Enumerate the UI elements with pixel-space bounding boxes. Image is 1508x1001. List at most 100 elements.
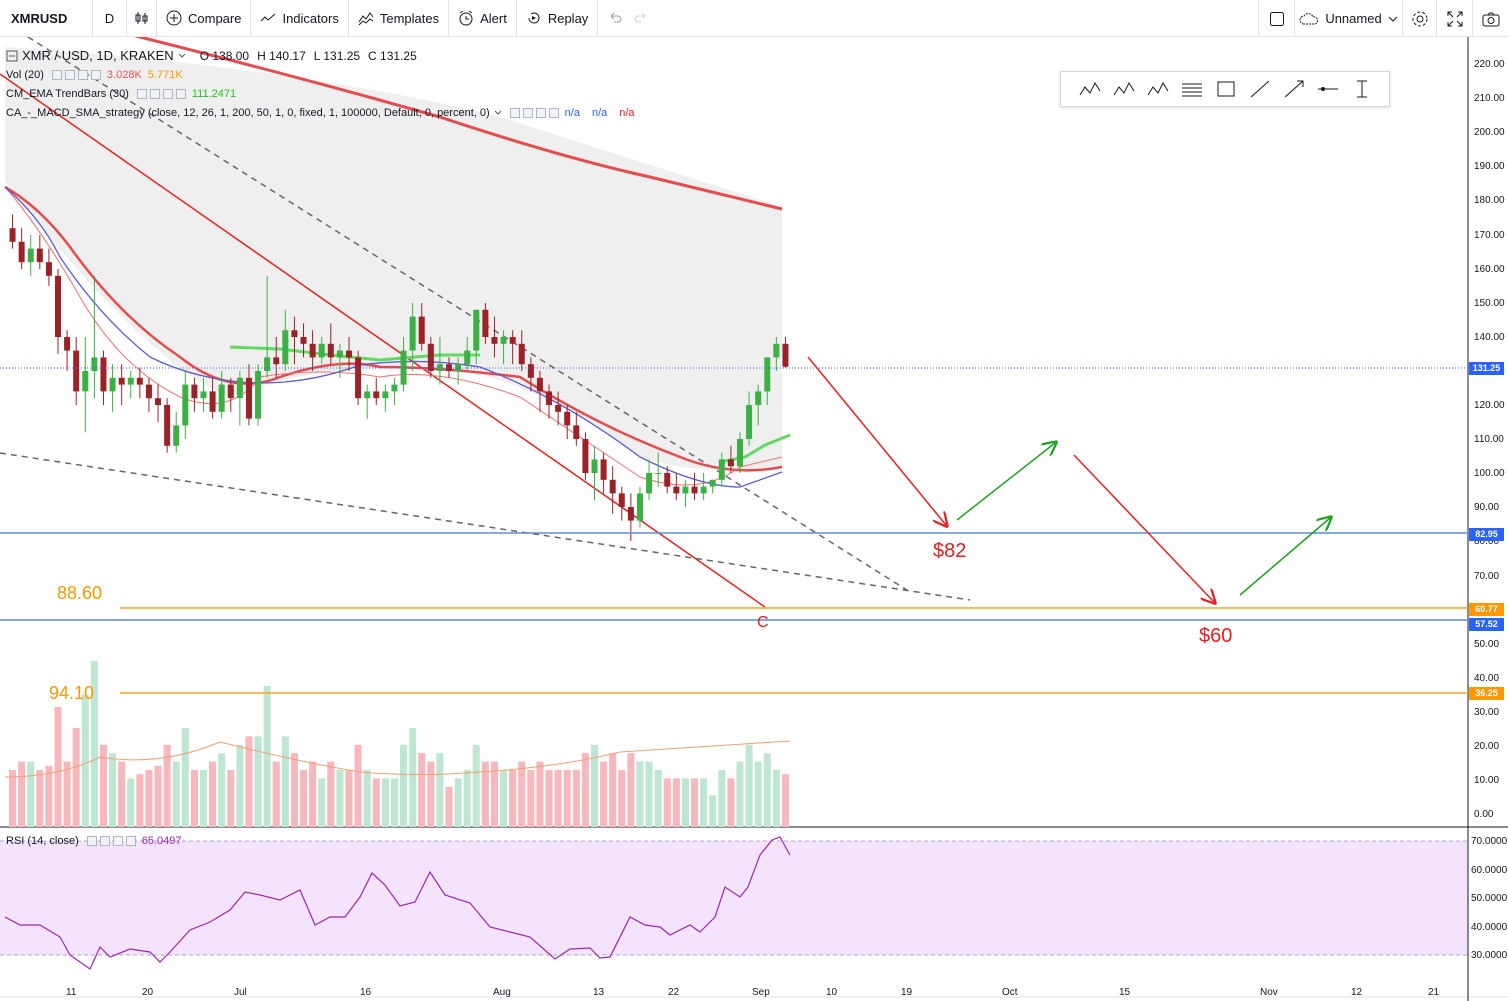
chevron-down-icon[interactable] [178, 52, 186, 60]
xabcd-pattern-tool[interactable] [1073, 72, 1107, 106]
eye-icon[interactable] [509, 108, 520, 118]
candle-body [436, 364, 443, 371]
vol-value-1: 3.028K [106, 69, 142, 81]
indicators-button[interactable]: Indicators [251, 0, 349, 37]
more-icon[interactable] [162, 89, 173, 99]
candle-body [273, 357, 280, 365]
candle-body [382, 391, 389, 399]
strategy-legend: CA_-_MACD_SMA_strategy (close, 12, 26, 1… [6, 107, 635, 119]
symbol-search[interactable]: XMRUSD [0, 0, 93, 37]
price-axis-tick: 210.00 [1474, 93, 1505, 105]
settings-icon[interactable] [64, 70, 75, 80]
rectangle-icon [1217, 81, 1235, 97]
collapse-icon[interactable] [6, 50, 18, 62]
replay-icon [528, 12, 540, 24]
more-icon[interactable] [77, 70, 88, 80]
trendline-tool[interactable] [1243, 72, 1277, 106]
dashed-trendline-upper [27, 37, 911, 593]
price-axis-tick: 200.00 [1474, 127, 1505, 139]
text-lines-tool[interactable] [1175, 72, 1209, 106]
price-axis-tick: 30.00 [1474, 706, 1500, 718]
candle-body [527, 364, 534, 378]
strategy-na-2: n/a [591, 107, 608, 119]
camera-icon [1482, 12, 1499, 26]
candle-body [9, 228, 16, 242]
candle-body [64, 337, 71, 351]
volume-bar [363, 770, 371, 827]
volume-bar [572, 770, 580, 827]
settings-button[interactable] [1402, 0, 1436, 37]
price-tag: 57.52 [1469, 618, 1504, 631]
ema-red-thick [4, 185, 783, 472]
vertical-line-tool[interactable] [1345, 72, 1379, 106]
candle-body [782, 343, 789, 367]
resolution-button[interactable]: D [93, 0, 127, 37]
volume-bar [518, 761, 526, 827]
time-axis-tick: 12 [1351, 987, 1363, 998]
eye-icon[interactable] [51, 70, 62, 80]
arrow-tool[interactable] [1277, 72, 1311, 106]
candle-body [173, 425, 180, 446]
snapshot-button[interactable] [1472, 0, 1508, 37]
volume-bar [745, 744, 753, 827]
horizontal-ray-tool[interactable] [1311, 72, 1345, 106]
cypher-pattern-tool[interactable] [1141, 72, 1175, 106]
candle-body [555, 405, 562, 412]
eye-icon[interactable] [136, 89, 147, 99]
settings-icon[interactable] [522, 108, 533, 118]
redo-icon[interactable] [633, 10, 649, 26]
volume-bar [90, 660, 98, 827]
volume-bar [199, 770, 208, 827]
arrow-down-2 [1073, 454, 1214, 602]
settings-icon[interactable] [149, 89, 160, 99]
volume-bar [236, 744, 244, 827]
ema-blue [4, 186, 783, 488]
alert-button[interactable]: Alert [449, 0, 517, 37]
close-icon[interactable] [125, 836, 136, 846]
volume-bar [436, 753, 444, 827]
settings-icon[interactable] [99, 836, 110, 846]
fullscreen-button[interactable] [1436, 0, 1472, 37]
candle-body [82, 371, 89, 392]
abcd-icon [1113, 81, 1135, 96]
undo-icon[interactable] [607, 10, 623, 26]
close-icon[interactable] [175, 89, 186, 99]
candle-body [45, 262, 52, 276]
candle-body [609, 479, 616, 494]
volume-bar [681, 778, 689, 827]
compare-label: Compare [188, 10, 242, 26]
more-icon[interactable] [112, 836, 123, 846]
rsi-axis-tick: 60.0000 [1471, 864, 1508, 876]
price-tag: 131.25 [1469, 362, 1504, 375]
fullscreen-box-button[interactable] [1258, 0, 1294, 37]
replay-button[interactable]: Replay [517, 0, 599, 37]
volume-bar [299, 770, 308, 827]
close-icon[interactable] [90, 70, 101, 80]
volume-ma-line [4, 740, 791, 778]
candle-body [491, 337, 498, 344]
abcd-pattern-tool[interactable] [1107, 72, 1141, 106]
close-icon[interactable] [548, 108, 559, 118]
chevron-down-icon[interactable] [494, 109, 502, 117]
volume-group [9, 660, 789, 827]
layout-save-button[interactable]: Unnamed [1294, 0, 1402, 37]
volume-bar [181, 728, 189, 827]
candle-body [509, 337, 516, 344]
symbol-label: XMRUSD [11, 10, 68, 26]
volume-bar [390, 778, 398, 827]
chart-type-button[interactable] [127, 0, 157, 37]
eye-icon[interactable] [86, 836, 97, 846]
volume-bar [463, 770, 471, 827]
chart-canvas[interactable] [0, 37, 1508, 1001]
plus-circle-icon [166, 10, 182, 26]
candle-body [245, 377, 252, 419]
rectangle-tool[interactable] [1209, 72, 1243, 106]
templates-button[interactable]: Templates [349, 0, 450, 37]
chevron-down-icon [1388, 16, 1398, 22]
more-icon[interactable] [535, 108, 546, 118]
candle-body [336, 350, 343, 358]
volume-bar [72, 728, 80, 827]
candle-body [291, 330, 298, 337]
compare-button[interactable]: Compare [157, 0, 252, 37]
volume-bar [245, 736, 253, 827]
